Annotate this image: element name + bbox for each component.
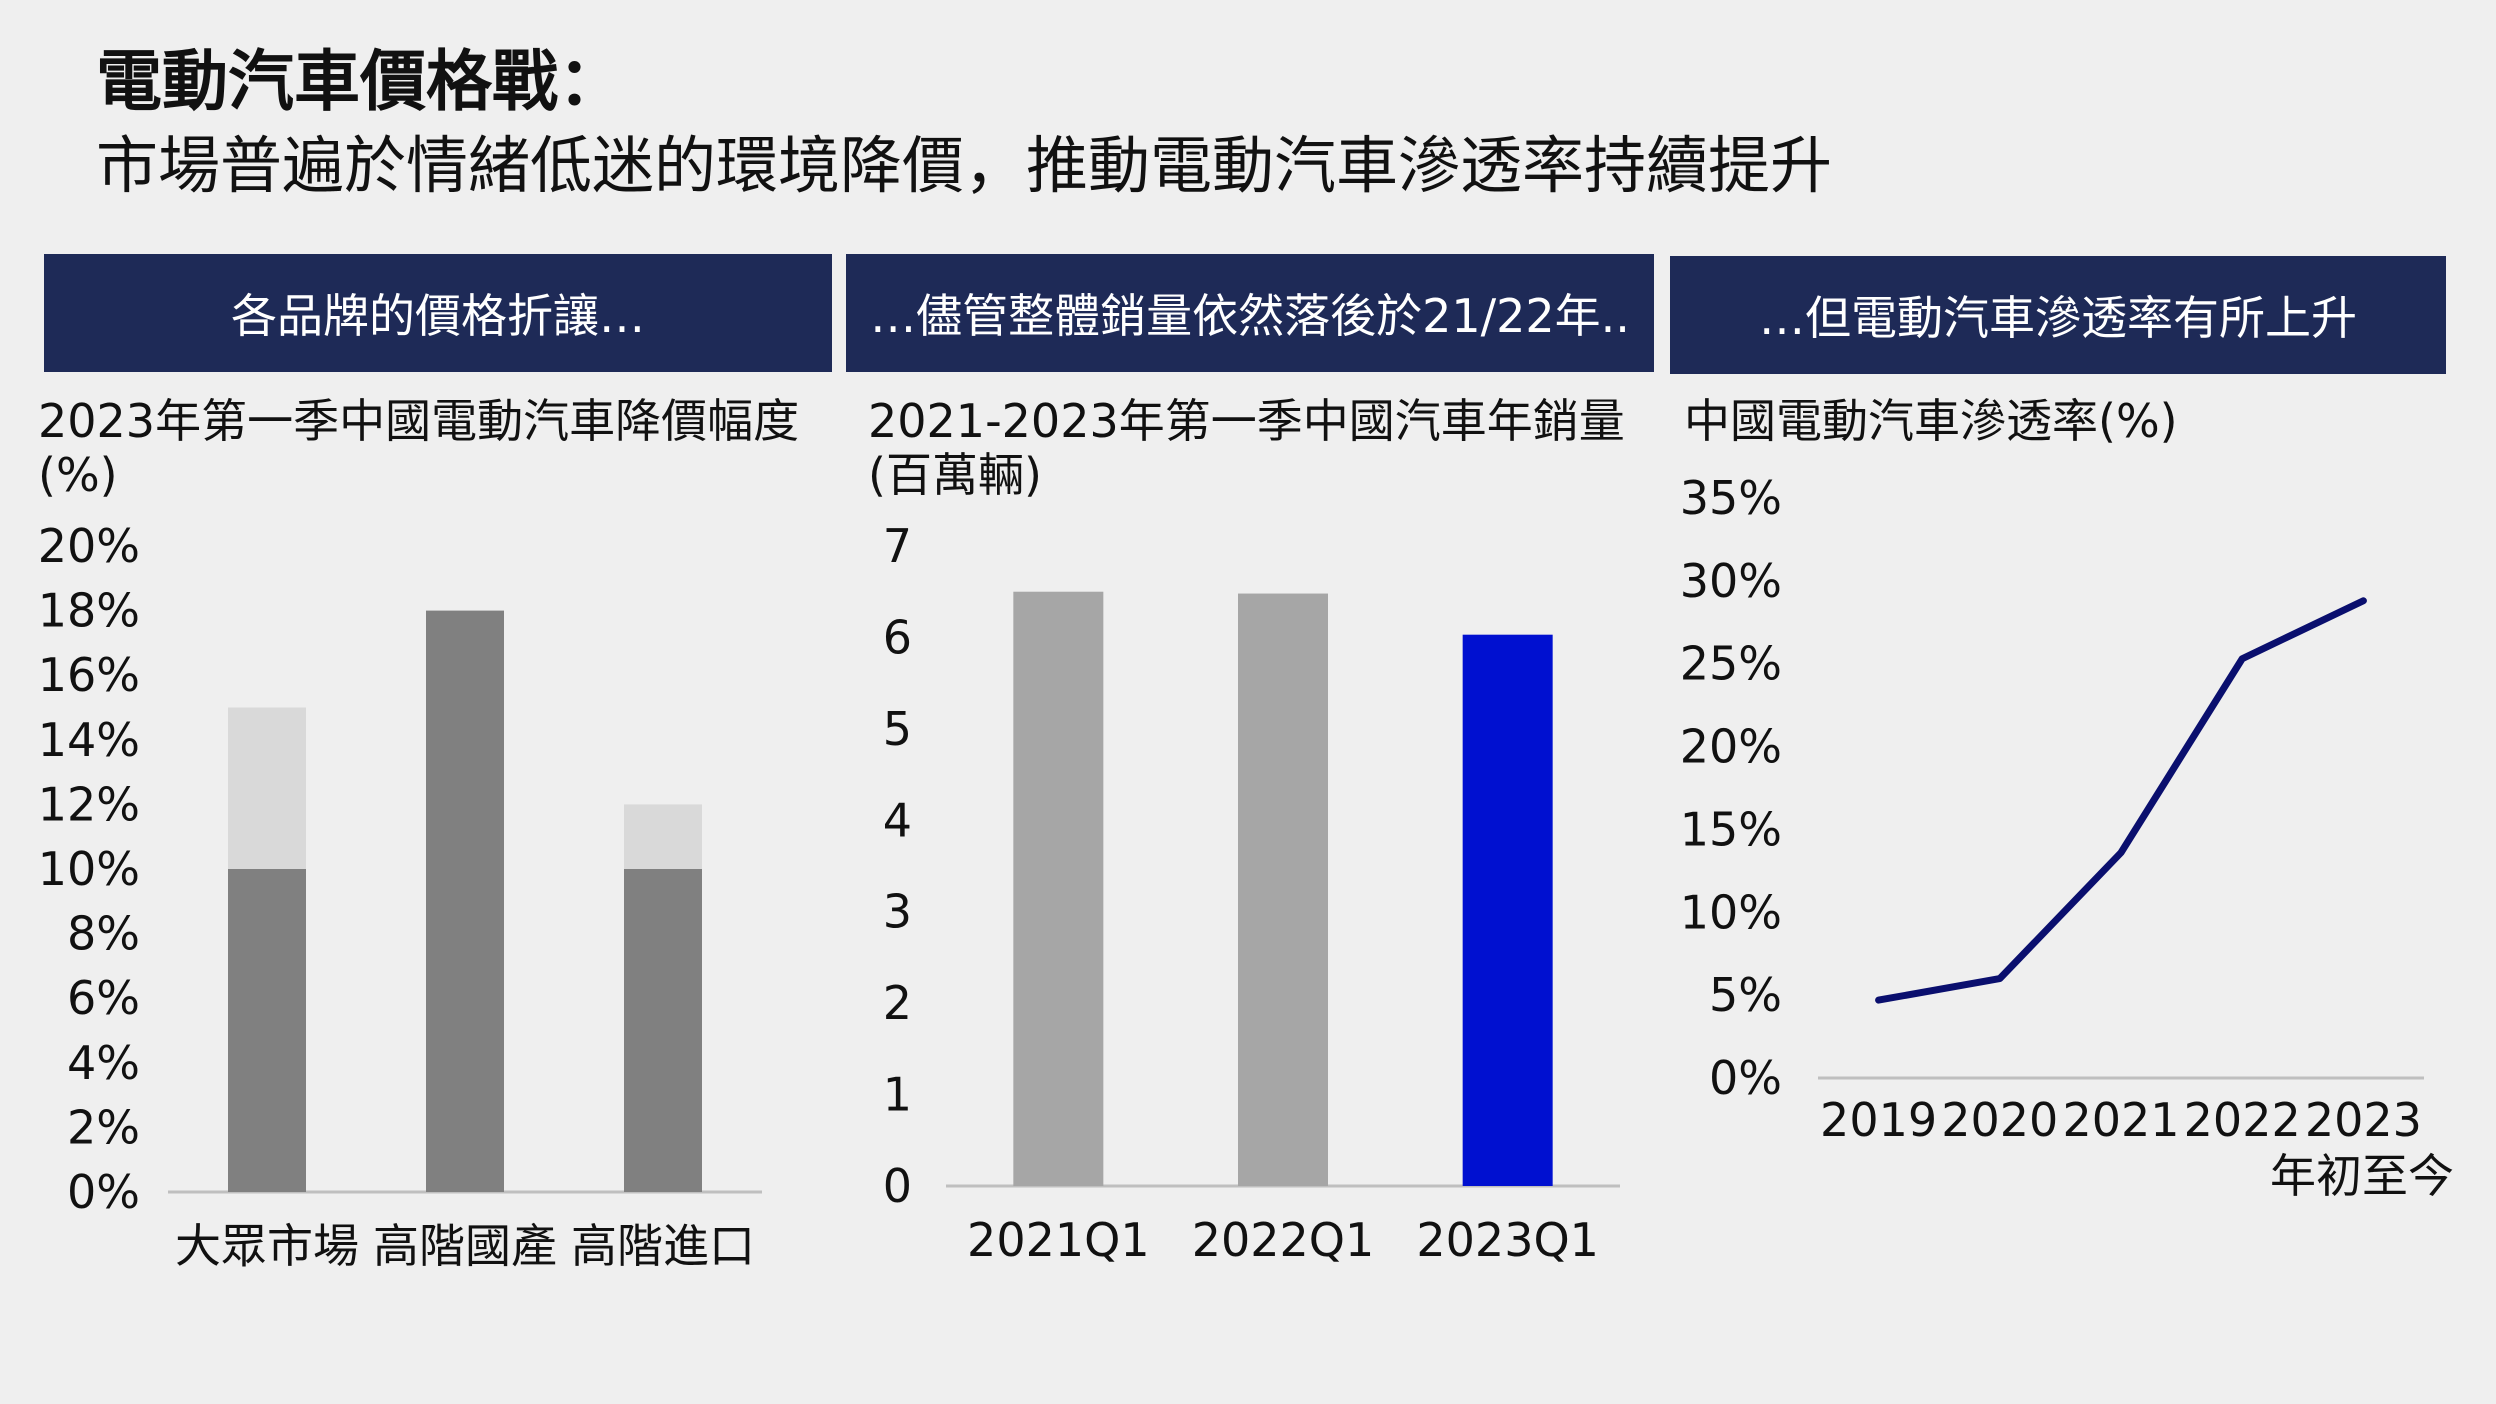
data-point bbox=[1875, 997, 1882, 1004]
y-tick-label: 0% bbox=[67, 1165, 140, 1219]
y-tick-label: 2% bbox=[67, 1100, 140, 1154]
y-tick-label: 15% bbox=[1680, 802, 1782, 856]
bar bbox=[1013, 591, 1104, 1186]
x-tick-label: 大眾市場 bbox=[175, 1219, 359, 1273]
y-tick-label: 4 bbox=[883, 793, 912, 847]
y-tick-label: 5 bbox=[883, 702, 912, 756]
y-tick-label: 20% bbox=[1680, 720, 1782, 774]
y-tick-label: 8% bbox=[67, 907, 140, 961]
chart2-title: 2021-2023年第一季中國汽車年銷量 bbox=[868, 394, 1625, 448]
y-tick-label: 14% bbox=[38, 713, 140, 767]
y-tick-label: 2 bbox=[883, 976, 912, 1030]
y-tick-label: 18% bbox=[38, 584, 140, 638]
x-tick-label: 2023Q1 bbox=[1416, 1213, 1599, 1267]
x-tick-label: 2022Q1 bbox=[1192, 1213, 1375, 1267]
y-tick-label: 7 bbox=[883, 519, 912, 573]
bar-segment bbox=[228, 707, 306, 869]
y-tick-label: 20% bbox=[38, 519, 140, 573]
x-tick-label: 2021 bbox=[2062, 1093, 2179, 1147]
chart3-title: 中國電動汽車滲透率(%) bbox=[1684, 394, 2178, 448]
y-tick-label: 3 bbox=[883, 885, 912, 939]
x-tick-label: 高階進口 bbox=[571, 1219, 755, 1273]
y-tick-label: 4% bbox=[67, 1036, 140, 1090]
penetration-line bbox=[1875, 597, 2367, 1004]
page-subtitle: 市場普遍於情緒低迷的環境降價，推動電動汽車滲透率持續提升 bbox=[96, 129, 1833, 202]
data-point bbox=[2239, 655, 2246, 662]
y-tick-label: 10% bbox=[1680, 885, 1782, 939]
bar-segment bbox=[228, 869, 306, 1192]
chart1-title: 2023年第一季中國電動汽車降價幅度 bbox=[38, 394, 800, 448]
y-tick-label: 0% bbox=[1709, 1051, 1782, 1105]
data-point bbox=[2360, 597, 2367, 604]
banner-price-discount: 各品牌的價格折讓… bbox=[44, 254, 832, 372]
bar-segment bbox=[624, 804, 702, 869]
page-title: 電動汽車價格戰： bbox=[96, 43, 624, 120]
banner-sales-volume: …儘管整體銷量依然落後於21/22年.. bbox=[846, 254, 1654, 372]
x-tick-label-line2: 年初至今 bbox=[2270, 1149, 2454, 1203]
y-tick-label: 30% bbox=[1680, 554, 1782, 608]
bar bbox=[1462, 634, 1553, 1186]
y-tick-label: 12% bbox=[38, 777, 140, 831]
chart2-title-unit: (百萬輛) bbox=[868, 448, 1042, 502]
y-tick-label: 0 bbox=[883, 1159, 912, 1213]
x-tick-label: 2019 bbox=[1820, 1093, 1937, 1147]
x-tick-label: 2023 bbox=[2305, 1093, 2422, 1147]
y-tick-label: 25% bbox=[1680, 637, 1782, 691]
y-tick-label: 35% bbox=[1680, 471, 1782, 525]
y-tick-label: 10% bbox=[38, 842, 140, 896]
y-tick-label: 6% bbox=[67, 971, 140, 1025]
y-tick-label: 6 bbox=[883, 610, 912, 664]
x-tick-label: 2020 bbox=[1941, 1093, 2058, 1147]
x-tick-label: 高階國產 bbox=[373, 1219, 557, 1273]
chart1-title-unit: (%) bbox=[38, 448, 118, 502]
bar-segment bbox=[624, 869, 702, 1192]
x-tick-label: 2022 bbox=[2184, 1093, 2301, 1147]
x-tick-label: 2021Q1 bbox=[967, 1213, 1150, 1267]
banner-penetration: …但電動汽車滲透率有所上升 bbox=[1670, 256, 2446, 374]
bar-segment bbox=[426, 610, 504, 1192]
data-point bbox=[2118, 849, 2124, 856]
y-tick-label: 1 bbox=[883, 1068, 912, 1122]
y-tick-label: 16% bbox=[38, 648, 140, 702]
y-tick-label: 5% bbox=[1709, 968, 1782, 1022]
bar bbox=[1238, 593, 1328, 1186]
data-point bbox=[1996, 975, 2003, 982]
